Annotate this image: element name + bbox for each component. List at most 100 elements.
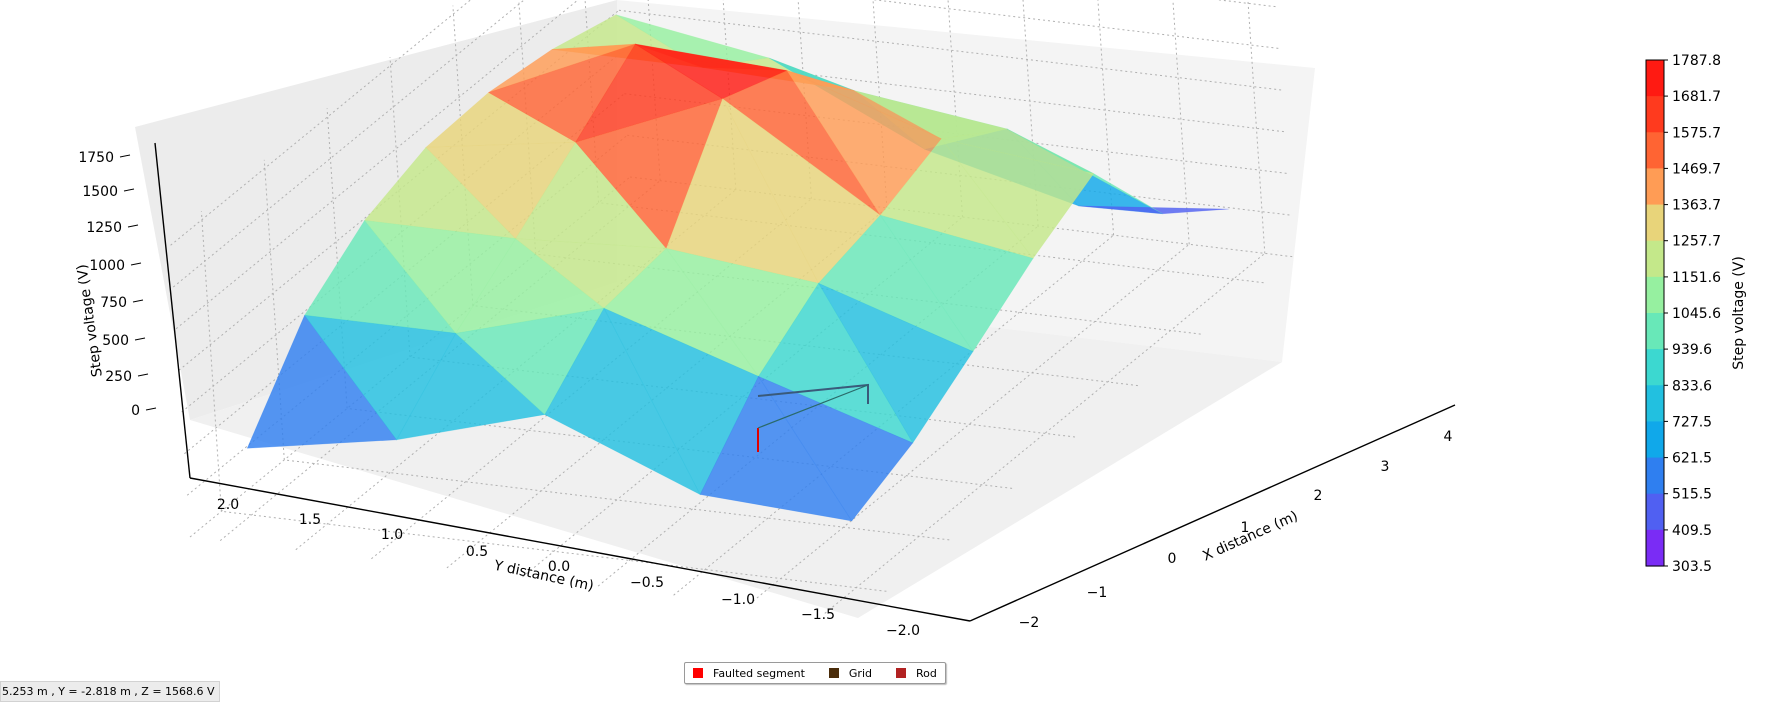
z-tick-label: 1750 bbox=[78, 150, 114, 166]
z-tick-mark bbox=[145, 407, 157, 411]
z-axis-label: Step voltage (V) bbox=[74, 263, 106, 378]
x-tick-label: 1 bbox=[1241, 520, 1250, 536]
x-tick-label: 2 bbox=[1314, 488, 1323, 504]
z-tick-mark bbox=[123, 188, 135, 192]
y-axis-label: Y distance (m) bbox=[492, 558, 595, 595]
surface-facet bbox=[665, 97, 820, 284]
legend-item[interactable]: Rod bbox=[894, 667, 939, 680]
colorbar-tick-label: 409.5 bbox=[1672, 523, 1712, 539]
colorbar-segment bbox=[1646, 204, 1664, 242]
gridline bbox=[284, 459, 950, 541]
surface-facet bbox=[879, 214, 1034, 353]
gridline bbox=[1247, 0, 1266, 254]
x-tick-label: −1 bbox=[1087, 585, 1108, 601]
y-tick-label: −0.5 bbox=[630, 575, 664, 591]
colorbar-tick-label: 939.6 bbox=[1672, 342, 1712, 358]
surface-facet bbox=[722, 98, 881, 284]
colorbar-tick-label: 727.5 bbox=[1672, 414, 1712, 430]
y-tick-label: 0.5 bbox=[466, 544, 488, 560]
surface-facet bbox=[817, 282, 974, 444]
surface-facet bbox=[575, 98, 724, 249]
legend-item[interactable]: Grid bbox=[827, 667, 874, 680]
gridline bbox=[535, 253, 1201, 335]
surface-facet bbox=[665, 247, 820, 377]
surface-facet bbox=[1078, 205, 1229, 215]
colorbar-tick-label: 1681.7 bbox=[1672, 89, 1721, 105]
surface-facet bbox=[1006, 128, 1163, 215]
z-tick-mark bbox=[127, 224, 139, 228]
colorbar-segment bbox=[1646, 457, 1664, 495]
gridline bbox=[1215, 0, 1279, 8]
colorbar-segment bbox=[1646, 385, 1664, 423]
colorbar-tick-label: 1575.7 bbox=[1672, 125, 1721, 141]
surface-facet bbox=[635, 43, 789, 100]
gridline bbox=[221, 510, 887, 592]
colorbar-label: Step voltage (V) bbox=[1731, 256, 1747, 370]
z-tick-label: 500 bbox=[102, 333, 129, 349]
z-tick-label: 250 bbox=[105, 369, 132, 385]
y-tick-label: −2.0 bbox=[886, 623, 920, 639]
surface-facet bbox=[487, 43, 636, 143]
y-tick-label: 1.0 bbox=[381, 527, 403, 543]
y-tick-label: −1.0 bbox=[721, 592, 755, 608]
surface-facet bbox=[396, 332, 546, 441]
z-tick-mark bbox=[134, 337, 146, 341]
legend-swatch bbox=[896, 668, 906, 678]
gridline bbox=[409, 356, 1076, 438]
colorbar-segment bbox=[1646, 132, 1664, 170]
x-tick-label: −2 bbox=[1019, 615, 1040, 631]
legend[interactable]: Faulted segment Grid Rod bbox=[684, 662, 946, 684]
z-tick-mark bbox=[119, 154, 131, 158]
x-axis-line bbox=[969, 404, 1456, 622]
colorbar-tick-label: 303.5 bbox=[1672, 559, 1712, 575]
colorbar-tick-label: 1787.8 bbox=[1672, 53, 1721, 69]
gridline bbox=[1172, 0, 1190, 245]
x-tick-label: 4 bbox=[1444, 429, 1453, 445]
colorbar-segment bbox=[1646, 240, 1664, 278]
surface-facet bbox=[940, 138, 1095, 259]
legend-label: Faulted segment bbox=[713, 666, 805, 680]
legend-swatch bbox=[693, 668, 703, 678]
colorbar-tick-label: 1257.7 bbox=[1672, 234, 1721, 250]
z-tick-label: 1500 bbox=[82, 184, 118, 200]
colorbar-tick-label: 1151.6 bbox=[1672, 270, 1721, 286]
legend-label: Grid bbox=[848, 666, 872, 680]
tick-labels: 0 250 500 750 1000 1250 1500 1750 2.0 1.5 1.0 0.5 0.… bbox=[78, 150, 1452, 639]
z-axis-line bbox=[154, 142, 191, 479]
surface-facet bbox=[758, 282, 914, 444]
colorbar-segment bbox=[1646, 529, 1664, 567]
y-axis-line bbox=[189, 477, 971, 622]
legend-label: Rod bbox=[916, 666, 937, 680]
gridline bbox=[472, 305, 1138, 387]
legend-swatch bbox=[828, 668, 839, 678]
z-tick-label: 750 bbox=[100, 295, 127, 311]
colorbar-tick-label: 621.5 bbox=[1672, 451, 1712, 467]
x-tick-label: 3 bbox=[1381, 459, 1390, 475]
colorbar-tick-label: 1469.7 bbox=[1672, 161, 1721, 177]
gridline bbox=[618, 9, 1284, 91]
gridline bbox=[347, 407, 1013, 489]
y-tick-label: 1.5 bbox=[299, 512, 321, 528]
y-tick-label: 2.0 bbox=[217, 497, 239, 513]
y-tick-label: 0.0 bbox=[548, 559, 570, 575]
coordinate-readout: 5.253 m , Y = -2.818 m , Z = 1568.6 V bbox=[0, 681, 220, 702]
z-tick-mark bbox=[132, 299, 144, 303]
colorbar-segment bbox=[1646, 276, 1664, 314]
colorbar-segment bbox=[1646, 493, 1664, 531]
legend-item[interactable]: Faulted segment bbox=[691, 667, 807, 680]
step-voltage-surface[interactable] bbox=[246, 14, 1229, 522]
colorbar-segment bbox=[1646, 96, 1664, 133]
colorbar[interactable]: 1787.8 1681.7 1575.7 1469.7 1363.7 1257.7 1151… bbox=[1645, 53, 1721, 575]
colorbar-segment bbox=[1646, 60, 1664, 97]
surface-facet bbox=[786, 70, 942, 140]
z-tick-mark bbox=[137, 373, 149, 377]
z-tick-label: 1250 bbox=[86, 220, 122, 236]
axes bbox=[154, 142, 1456, 622]
colorbar-tick-label: 833.6 bbox=[1672, 378, 1712, 394]
x-tick-label: 0 bbox=[1168, 551, 1177, 567]
colorbar-segment bbox=[1646, 168, 1664, 206]
colorbar-tick-label: 1045.6 bbox=[1672, 306, 1721, 322]
colorbar-segment bbox=[1646, 349, 1664, 386]
surface-facet bbox=[854, 90, 1008, 140]
